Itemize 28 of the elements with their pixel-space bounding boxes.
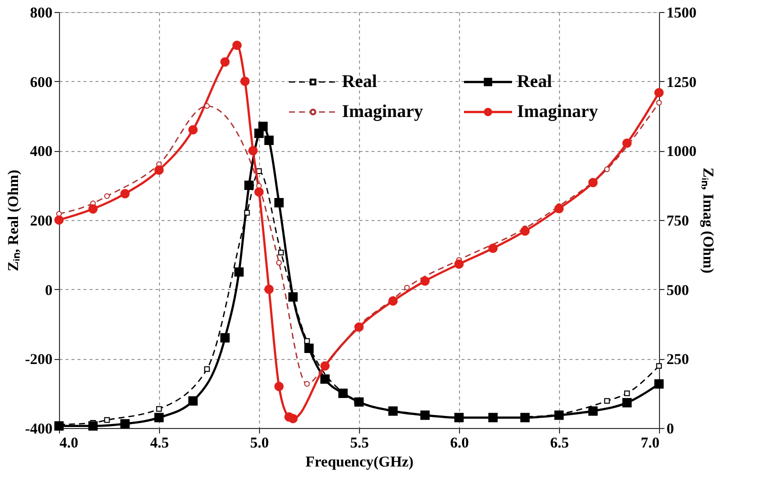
x-tick-label: 6.0 xyxy=(450,436,469,452)
x-tick-label: 5.0 xyxy=(250,436,269,452)
x-tick-label: 6.5 xyxy=(550,436,569,452)
y-tick-label: -200 xyxy=(25,352,52,368)
y2-tick-label: 250 xyxy=(666,352,689,368)
y2-tick-label: 1500 xyxy=(666,6,696,22)
legend-label: Real xyxy=(342,71,377,91)
y-tick-label: 600 xyxy=(30,74,52,91)
x-tick-label: 7.0 xyxy=(640,436,660,452)
y2-axis-title: Zᵢₙ, Imag (Ohm) xyxy=(700,168,716,274)
y-tick-label: 800 xyxy=(30,6,52,22)
y2-tick-label: 500 xyxy=(666,282,689,299)
y-tick-label: 200 xyxy=(30,214,52,230)
y-tick-label: -400 xyxy=(25,422,52,438)
y-tick-label: 0 xyxy=(45,282,52,299)
legend-label: Imaginary xyxy=(517,101,598,121)
x-axis-title: Frequency(GHz) xyxy=(305,454,414,470)
y-axis-title: Zᵢₙ, Real (Ohm) xyxy=(6,170,22,272)
y2-tick-label: 750 xyxy=(666,214,689,230)
legend-label: Real xyxy=(517,71,552,91)
y-tick-label: 400 xyxy=(30,144,52,160)
x-tick-label: 4.5 xyxy=(150,436,169,452)
legend-label: Imaginary xyxy=(342,101,423,121)
x-tick-label: 5.5 xyxy=(350,436,369,452)
x-tick-label: 4.0 xyxy=(60,436,78,452)
y2-tick-label: 1000 xyxy=(666,144,696,160)
y2-tick-label: 1250 xyxy=(666,74,696,91)
y2-tick-label: 0 xyxy=(666,422,674,438)
